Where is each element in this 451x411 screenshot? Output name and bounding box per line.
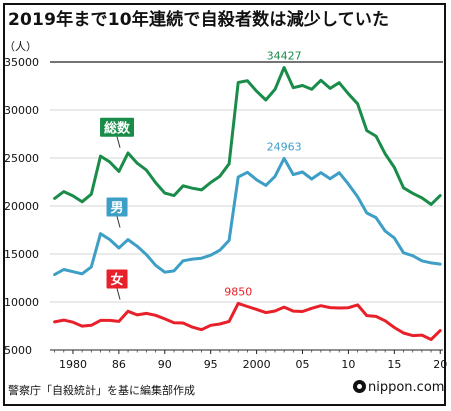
x-tick-label: 20 [433, 358, 447, 371]
y-tick-label: 5000 [4, 344, 32, 357]
series-label-text: 総数 [104, 120, 131, 136]
nippon-logo-icon [353, 380, 366, 393]
series-label-box [106, 197, 128, 217]
series-label-box [106, 269, 128, 289]
x-tick-label: 90 [158, 358, 172, 371]
series-label-text: 男 [111, 201, 124, 216]
x-tick-label: 1980 [59, 358, 87, 371]
brand-text: nippon.com [368, 380, 445, 395]
series-line [53, 301, 442, 341]
y-tick-label: 20000 [4, 200, 39, 213]
x-tick-labels: 1980 86 90 95 2000 05 10 15 20 [59, 358, 447, 371]
annotations: 34427 24963 9850 [224, 50, 301, 299]
chart-frame [3, 3, 446, 406]
series-label: 女 [106, 269, 128, 300]
source-note: 警察庁「自殺統計」を基に編集部作成 [8, 384, 195, 397]
y-axis-label: （人） [4, 40, 37, 53]
x-tick-label: 95 [204, 358, 218, 371]
series-label-pointer [116, 136, 121, 148]
gridlines [50, 61, 443, 354]
series-label-pointer [116, 288, 121, 300]
series-label-pointer [116, 216, 121, 228]
x-tick-label: 05 [296, 358, 310, 371]
y-tick-labels: 5000 10000 15000 20000 25000 30000 35000 [4, 56, 39, 357]
x-tick-label: 15 [387, 358, 401, 371]
series-label: 総数 [100, 117, 135, 148]
x-tick-label: 2000 [243, 358, 271, 371]
y-tick-label: 25000 [4, 152, 39, 165]
chart-title: 2019年まで10年連続で自殺者数は減少していた [8, 10, 390, 30]
series-label-box [100, 117, 135, 137]
y-tick-label: 30000 [4, 104, 39, 117]
x-tick-label: 10 [341, 358, 355, 371]
series-label: 男 [106, 197, 128, 228]
x-tick-label: 86 [112, 358, 126, 371]
data-label: 24963 [267, 140, 302, 153]
y-tick-label: 10000 [4, 296, 39, 309]
series-line [53, 156, 442, 277]
y-tick-label: 35000 [4, 56, 39, 69]
data-label: 34427 [267, 50, 302, 63]
data-label: 9850 [224, 285, 252, 298]
series-line [53, 66, 442, 206]
series-label-text: 女 [111, 272, 124, 288]
series-lines [53, 66, 442, 341]
y-tick-label: 15000 [4, 248, 39, 261]
brand-logo: nippon.com [353, 380, 444, 395]
